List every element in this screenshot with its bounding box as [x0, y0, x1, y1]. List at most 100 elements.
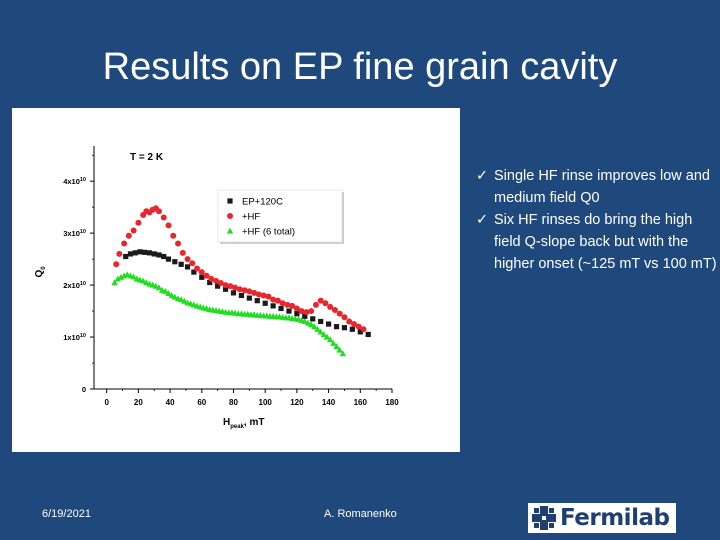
data-point	[156, 252, 162, 258]
data-point	[161, 253, 167, 260]
checkmark-icon: ✓	[476, 212, 489, 228]
data-point	[270, 303, 276, 309]
chart-annotation: T = 2 K	[130, 152, 164, 163]
data-point	[125, 232, 132, 239]
footer-date: 6/19/2021	[42, 508, 91, 520]
data-point	[179, 249, 186, 256]
data-point	[184, 264, 191, 270]
data-point	[111, 279, 118, 286]
data-point	[333, 342, 340, 349]
data-point	[241, 287, 248, 294]
x-axis-label: Hpeak, mT	[223, 417, 264, 430]
data-point	[327, 303, 334, 310]
data-point	[137, 249, 143, 255]
x-tick-label: 140	[322, 398, 336, 407]
data-point	[117, 273, 125, 280]
data-point	[116, 250, 123, 257]
data-point	[302, 313, 308, 319]
data-point	[160, 214, 167, 221]
series-square-points	[123, 249, 371, 338]
data-point	[184, 256, 191, 263]
x-tick-label: 80	[229, 398, 238, 407]
data-point	[155, 284, 163, 291]
data-point	[121, 240, 128, 247]
series-triangle-points	[111, 271, 347, 357]
series-circle-points	[113, 205, 367, 333]
x-tick-label: 160	[354, 398, 368, 407]
data-point	[165, 222, 172, 229]
bullet-list: ✓ Single HF rinse improves low and mediu…	[476, 165, 718, 275]
legend-label: EP+120C	[242, 197, 283, 208]
data-point	[317, 328, 324, 335]
data-point	[341, 325, 348, 331]
data-point	[143, 279, 150, 286]
x-tick-label: 180	[385, 398, 399, 407]
data-point	[198, 269, 205, 276]
fermilab-logo-icon	[532, 506, 556, 530]
data-point	[191, 269, 197, 275]
x-tick-label: 120	[290, 398, 304, 407]
legend-label: +HF	[242, 212, 260, 223]
data-point	[307, 321, 315, 328]
bullet-text: Six HF rinses do bring the high field Q-…	[494, 212, 717, 272]
bullet-text: Single HF rinse improves low and medium …	[494, 168, 710, 206]
data-point	[255, 291, 262, 298]
data-point	[207, 279, 213, 286]
slide-title: Results on EP fine grain cavity	[102, 46, 618, 88]
data-point	[336, 346, 343, 353]
q0-vs-field-chart: 0 20 40 60 80 100 120 140 160 180 0 1x1010 2x1010 3x1…	[34, 146, 399, 430]
data-point	[238, 292, 245, 299]
data-point	[318, 318, 324, 325]
data-point	[172, 259, 178, 265]
data-point	[325, 321, 332, 327]
data-point	[171, 293, 179, 300]
fermilab-logo: Fermilab	[528, 503, 676, 533]
data-point	[333, 324, 340, 330]
data-point	[323, 333, 331, 340]
data-point	[203, 272, 210, 279]
legend-marker	[227, 213, 233, 219]
y-tick-label: 3x1010	[63, 229, 86, 238]
legend-marker	[226, 227, 234, 234]
data-point	[279, 300, 286, 307]
data-point	[178, 261, 184, 267]
data-point	[274, 297, 281, 304]
data-point	[130, 227, 137, 234]
data-point	[350, 321, 357, 328]
data-point	[155, 208, 162, 215]
data-point	[365, 331, 371, 338]
data-point	[165, 290, 172, 296]
data-point	[222, 282, 229, 289]
y-tick-label: 1x1010	[63, 333, 86, 342]
data-point	[317, 297, 324, 304]
data-point	[114, 275, 121, 282]
data-point	[142, 249, 148, 255]
data-point	[146, 250, 153, 256]
data-point	[215, 283, 221, 289]
y-axis-label: Q0	[34, 266, 47, 278]
data-point	[357, 329, 363, 335]
data-point	[132, 250, 138, 256]
data-point	[304, 319, 312, 326]
data-point	[286, 308, 292, 314]
data-point	[320, 331, 328, 338]
data-point	[227, 283, 234, 290]
data-point	[170, 232, 177, 239]
checkmark-icon: ✓	[476, 168, 489, 184]
data-point	[349, 326, 355, 332]
data-point	[232, 284, 239, 291]
data-point	[278, 305, 284, 312]
data-point	[127, 251, 134, 257]
data-point	[152, 282, 160, 289]
data-point	[311, 323, 318, 330]
bullet-item: ✓ Single HF rinse improves low and mediu…	[476, 165, 718, 209]
data-point	[222, 286, 229, 292]
data-point	[251, 289, 258, 296]
data-point	[265, 293, 272, 300]
data-point	[151, 251, 157, 257]
x-tick-label: 20	[134, 398, 143, 407]
data-point	[330, 339, 337, 346]
data-point	[123, 253, 129, 260]
chart-panel: 0 20 40 60 80 100 120 140 160 180 0 1x1010 2x1010 3x1…	[12, 108, 460, 452]
data-point	[246, 288, 253, 295]
